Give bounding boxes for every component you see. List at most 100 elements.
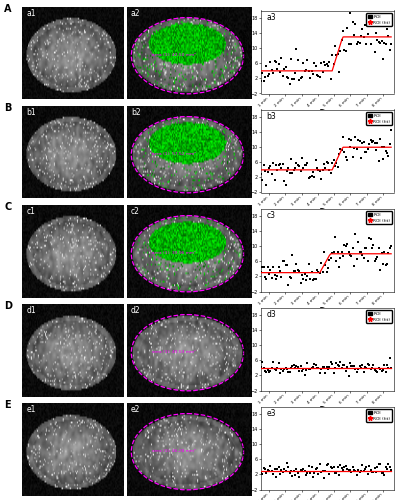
- Point: [369, 244, 375, 252]
- Point: [340, 27, 346, 35]
- Point: [266, 467, 272, 475]
- Point: [259, 176, 265, 184]
- Point: [269, 66, 275, 74]
- Point: [318, 58, 324, 66]
- Point: [328, 75, 334, 83]
- Point: [367, 365, 374, 373]
- Point: [273, 162, 279, 170]
- Point: [303, 276, 309, 284]
- Point: [352, 466, 359, 474]
- Point: [378, 366, 385, 374]
- Point: [314, 71, 320, 79]
- Point: [385, 152, 392, 160]
- Point: [354, 145, 360, 153]
- Point: [367, 136, 374, 143]
- Point: [366, 462, 373, 470]
- Point: [301, 468, 308, 475]
- Point: [326, 364, 333, 372]
- Text: area (1): 57.52 mm²: area (1): 57.52 mm²: [152, 152, 196, 156]
- Point: [364, 258, 371, 266]
- Point: [333, 51, 339, 59]
- Point: [292, 164, 298, 172]
- Point: [270, 158, 276, 166]
- Point: [286, 80, 293, 88]
- Point: [367, 466, 374, 474]
- Point: [363, 244, 370, 252]
- Point: [307, 173, 313, 181]
- Point: [262, 167, 268, 175]
- Point: [274, 272, 281, 280]
- Point: [296, 474, 303, 482]
- Point: [369, 13, 375, 21]
- Point: [363, 148, 370, 156]
- Point: [356, 38, 363, 46]
- Point: [289, 250, 296, 258]
- Point: [377, 136, 384, 143]
- Point: [350, 153, 356, 161]
- Point: [326, 166, 333, 174]
- Point: [333, 360, 339, 368]
- Point: [317, 460, 323, 468]
- Point: [274, 65, 281, 73]
- Point: [315, 166, 322, 174]
- Point: [297, 74, 304, 82]
- Point: [304, 159, 311, 167]
- Point: [324, 363, 330, 371]
- Point: [301, 270, 308, 278]
- Point: [378, 470, 385, 478]
- Point: [277, 160, 283, 168]
- Point: [329, 158, 335, 166]
- Text: area (1): 46.28 mm²: area (1): 46.28 mm²: [152, 449, 196, 453]
- Point: [360, 33, 367, 41]
- Point: [330, 463, 337, 471]
- Point: [267, 162, 274, 170]
- Point: [377, 40, 384, 48]
- Point: [286, 273, 293, 281]
- Point: [288, 364, 294, 372]
- Point: [382, 368, 389, 376]
- Point: [344, 240, 350, 248]
- Point: [343, 242, 349, 250]
- Point: [377, 266, 384, 274]
- Point: [371, 257, 378, 265]
- Point: [344, 363, 350, 371]
- Point: [378, 250, 385, 258]
- Point: [364, 30, 371, 38]
- Point: [282, 364, 289, 372]
- Point: [290, 268, 297, 276]
- Point: [271, 57, 278, 65]
- Point: [335, 248, 341, 256]
- Point: [318, 175, 324, 183]
- Point: [321, 160, 327, 168]
- Legend: ROI, ROI (fit): ROI, ROI (fit): [366, 112, 392, 126]
- Point: [275, 60, 282, 68]
- Point: [354, 40, 360, 48]
- Point: [311, 274, 318, 282]
- Point: [296, 268, 303, 276]
- Point: [385, 248, 392, 256]
- Point: [275, 264, 282, 272]
- Y-axis label: Grayscale intensity: Grayscale intensity: [243, 28, 248, 76]
- Point: [360, 254, 367, 262]
- Point: [378, 38, 385, 46]
- Point: [330, 248, 337, 256]
- Point: [275, 462, 282, 470]
- Point: [301, 67, 308, 75]
- Point: [311, 59, 318, 67]
- Point: [269, 364, 275, 372]
- Point: [356, 137, 363, 145]
- Text: D: D: [4, 301, 12, 311]
- Point: [285, 164, 292, 172]
- Point: [336, 150, 342, 158]
- Point: [274, 364, 281, 372]
- Point: [347, 10, 353, 18]
- Point: [332, 234, 338, 241]
- Point: [264, 168, 271, 176]
- Point: [262, 73, 268, 81]
- Point: [370, 16, 377, 24]
- Point: [307, 468, 313, 476]
- Point: [384, 25, 390, 33]
- Point: [262, 274, 268, 281]
- Point: [290, 361, 297, 369]
- Point: [332, 364, 338, 372]
